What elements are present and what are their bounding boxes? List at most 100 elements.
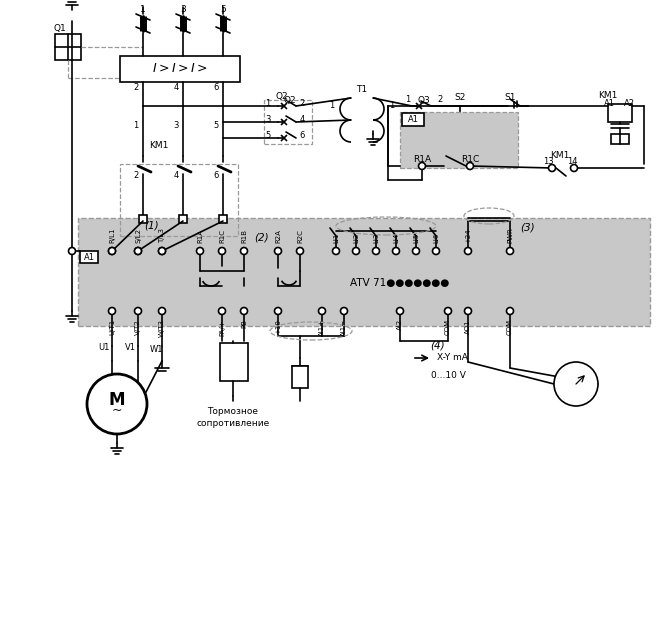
Text: PB: PB [241, 319, 247, 328]
Text: LI2: LI2 [353, 233, 359, 243]
Text: S1: S1 [504, 92, 516, 102]
Circle shape [554, 362, 598, 406]
Bar [264, 100, 312, 144]
Text: 2: 2 [299, 99, 305, 107]
Bar [139, 215, 147, 223]
Circle shape [507, 247, 513, 254]
Text: 1: 1 [133, 121, 139, 130]
Text: A1: A1 [604, 99, 615, 109]
Text: 14: 14 [567, 158, 577, 167]
Text: 4: 4 [173, 172, 179, 181]
Text: ~: ~ [112, 403, 122, 417]
Text: R2A: R2A [275, 229, 281, 243]
Text: V1: V1 [125, 343, 135, 352]
Text: $I{>}I{>}I{>}$: $I{>}I{>}I{>}$ [152, 62, 208, 76]
Text: COM: COM [445, 319, 451, 335]
Circle shape [392, 247, 400, 254]
Text: LI5: LI5 [413, 233, 419, 243]
Text: 3: 3 [266, 114, 271, 123]
Text: A2: A2 [624, 99, 635, 109]
Circle shape [87, 374, 147, 434]
Text: Q3: Q3 [418, 95, 430, 104]
Bar [402, 113, 424, 126]
Circle shape [353, 247, 359, 254]
Text: 4: 4 [173, 83, 179, 92]
Text: 5: 5 [213, 121, 218, 130]
Text: T1: T1 [357, 85, 368, 95]
Circle shape [373, 247, 380, 254]
Text: 4: 4 [299, 114, 305, 123]
Text: R1C: R1C [219, 229, 225, 243]
Text: U/T1: U/T1 [109, 319, 115, 335]
Circle shape [197, 247, 203, 254]
Circle shape [218, 247, 226, 254]
Circle shape [274, 247, 282, 254]
Circle shape [444, 307, 452, 314]
Text: R1B: R1B [241, 229, 247, 243]
Text: +24: +24 [465, 228, 471, 243]
Text: 1: 1 [389, 102, 394, 111]
Bar [608, 104, 632, 122]
Circle shape [240, 307, 248, 314]
Text: 3: 3 [173, 121, 179, 130]
Circle shape [396, 307, 404, 314]
Text: R/L1: R/L1 [109, 228, 115, 243]
Text: 3: 3 [180, 4, 186, 13]
Circle shape [465, 247, 471, 254]
Text: Q1: Q1 [54, 24, 67, 32]
Circle shape [432, 247, 440, 254]
Text: S/L2: S/L2 [135, 228, 141, 243]
Text: LI6: LI6 [433, 233, 439, 243]
Circle shape [68, 247, 76, 254]
Text: Тормозное: Тормозное [207, 408, 258, 417]
Bar [80, 251, 98, 263]
Circle shape [135, 247, 141, 254]
Text: R1A: R1A [413, 155, 431, 165]
Text: KM1: KM1 [550, 151, 570, 160]
Text: 1: 1 [266, 99, 271, 107]
Circle shape [218, 307, 226, 314]
Circle shape [319, 307, 325, 314]
Circle shape [108, 247, 116, 254]
Bar [120, 164, 238, 236]
Text: 2: 2 [133, 172, 139, 181]
Circle shape [418, 163, 426, 170]
Text: 1: 1 [140, 4, 146, 13]
Circle shape [159, 247, 165, 254]
Circle shape [135, 247, 141, 254]
Text: A1: A1 [84, 252, 94, 261]
Text: LI1: LI1 [333, 233, 339, 243]
Circle shape [570, 165, 578, 172]
Bar [219, 215, 227, 223]
Text: сопротивление: сопротивление [197, 418, 270, 427]
Text: 6: 6 [299, 130, 305, 139]
Circle shape [341, 307, 347, 314]
Text: KM1: KM1 [149, 141, 169, 151]
Circle shape [108, 247, 116, 254]
Text: 5: 5 [266, 130, 271, 139]
Circle shape [159, 247, 165, 254]
Circle shape [507, 307, 513, 314]
Bar [611, 134, 629, 144]
Text: X-Y mA: X-Y mA [436, 354, 467, 363]
Text: +10: +10 [275, 319, 281, 334]
Text: 2: 2 [438, 95, 443, 104]
Bar [179, 215, 187, 223]
Bar [55, 34, 81, 60]
Text: S2: S2 [454, 92, 465, 102]
Polygon shape [455, 120, 465, 126]
Text: COM: COM [507, 319, 513, 335]
Text: PA/+: PA/+ [219, 319, 225, 336]
Circle shape [274, 307, 282, 314]
Text: AI1−: AI1− [341, 319, 347, 336]
Bar [400, 112, 518, 168]
Text: W1: W1 [149, 345, 163, 354]
Circle shape [333, 247, 339, 254]
Text: 13: 13 [542, 158, 553, 167]
Text: (3): (3) [521, 223, 535, 233]
Text: 6: 6 [213, 83, 218, 92]
Text: KM1: KM1 [598, 92, 618, 100]
Text: ATV 71●●●●●●●: ATV 71●●●●●●● [351, 278, 450, 288]
Circle shape [412, 247, 420, 254]
Text: PWR: PWR [507, 227, 513, 243]
